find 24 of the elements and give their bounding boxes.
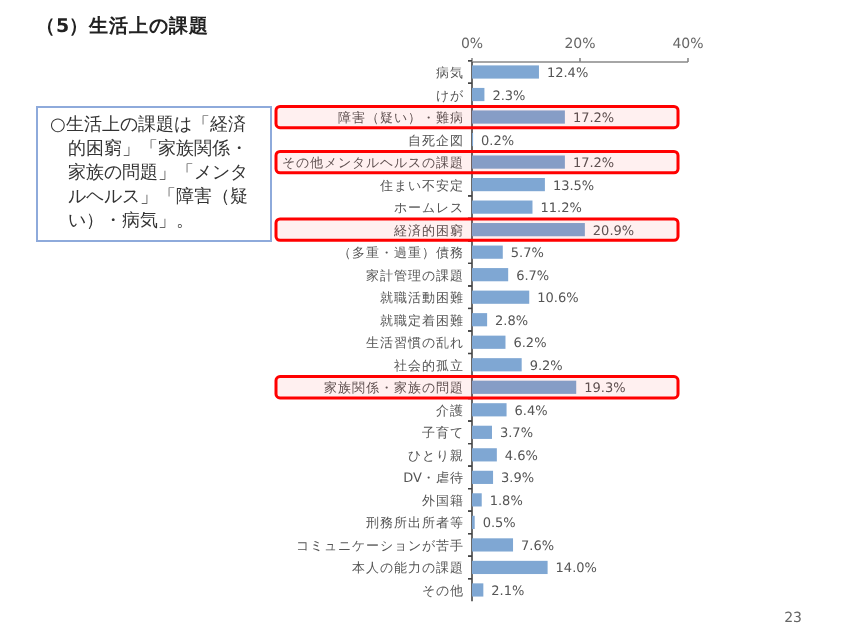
bar <box>472 358 522 372</box>
bar <box>472 425 492 439</box>
bar <box>472 200 533 214</box>
bar <box>472 245 503 259</box>
bar <box>472 223 585 237</box>
text: （5）生活上の課題 <box>36 14 210 40</box>
bar <box>472 155 565 169</box>
text: ○生活上の課題は「経済的困窮」「家族関係・家族の問題」「メンタルヘルス」「障害（疑い）・病気」。 <box>50 114 250 234</box>
bar <box>472 87 485 102</box>
bar <box>472 448 497 462</box>
bar <box>472 268 509 282</box>
bar <box>472 538 514 552</box>
bar <box>472 335 506 349</box>
bar <box>472 493 482 507</box>
bar <box>472 470 494 484</box>
bar <box>472 583 484 597</box>
bar <box>472 313 488 327</box>
bar <box>472 403 507 417</box>
bar <box>472 290 530 304</box>
bar <box>472 110 565 124</box>
bar <box>472 560 548 575</box>
bar <box>472 65 539 79</box>
bar <box>472 380 577 394</box>
bar <box>472 178 545 192</box>
